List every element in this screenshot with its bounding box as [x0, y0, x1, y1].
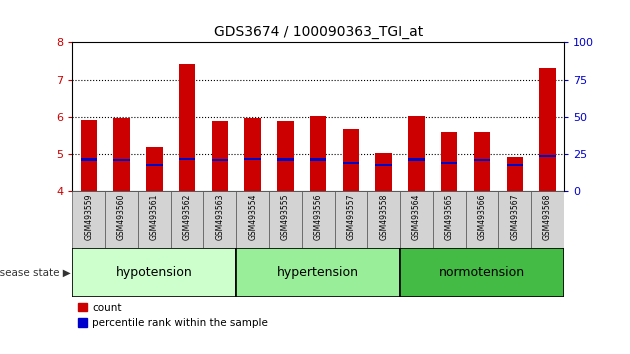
Bar [179, 158, 195, 160]
Bar [72, 248, 236, 297]
Bar [310, 116, 326, 191]
Text: GSM493561: GSM493561 [150, 194, 159, 240]
Bar [113, 118, 130, 191]
Bar [269, 191, 302, 248]
Bar [277, 159, 294, 161]
Bar [507, 164, 523, 166]
Legend: count, percentile rank within the sample: count, percentile rank within the sample [77, 303, 268, 328]
Bar [244, 158, 261, 160]
Bar [367, 191, 400, 248]
Text: hypotension: hypotension [116, 266, 193, 279]
Bar [507, 156, 523, 191]
Bar [433, 191, 466, 248]
Text: GSM493566: GSM493566 [478, 194, 486, 240]
Bar [498, 191, 531, 248]
Bar [466, 191, 498, 248]
Text: hypertension: hypertension [277, 266, 359, 279]
Bar [441, 162, 457, 164]
Bar [146, 164, 163, 166]
Text: GSM493555: GSM493555 [281, 194, 290, 240]
Bar [212, 159, 228, 161]
Bar [400, 248, 564, 297]
Bar [408, 159, 425, 161]
Text: GSM493554: GSM493554 [248, 194, 257, 240]
Bar [244, 118, 261, 191]
Bar [179, 64, 195, 191]
Title: GDS3674 / 100090363_TGI_at: GDS3674 / 100090363_TGI_at [214, 25, 423, 39]
Bar [203, 191, 236, 248]
Bar [531, 191, 564, 248]
Bar [236, 248, 400, 297]
Bar [113, 159, 130, 161]
Bar [343, 129, 359, 191]
Bar [474, 159, 490, 161]
Bar [539, 155, 556, 157]
Bar [375, 153, 392, 191]
Bar [212, 121, 228, 191]
Bar [81, 159, 97, 161]
Bar [441, 132, 457, 191]
Bar [72, 191, 105, 248]
Text: GSM493568: GSM493568 [543, 194, 552, 240]
Bar [146, 147, 163, 191]
Bar [343, 162, 359, 164]
Bar [539, 69, 556, 191]
Text: GSM493556: GSM493556 [314, 194, 323, 240]
Bar [400, 191, 433, 248]
Text: GSM493567: GSM493567 [510, 194, 519, 240]
Text: GSM493565: GSM493565 [445, 194, 454, 240]
Bar [171, 191, 203, 248]
Text: GSM493558: GSM493558 [379, 194, 388, 240]
Bar [105, 191, 138, 248]
Text: disease state ▶: disease state ▶ [0, 268, 71, 278]
Bar [375, 164, 392, 166]
Text: GSM493563: GSM493563 [215, 194, 224, 240]
Bar [81, 120, 97, 191]
Text: GSM493562: GSM493562 [183, 194, 192, 240]
Bar [474, 132, 490, 191]
Bar [408, 116, 425, 191]
Bar [236, 191, 269, 248]
Text: GSM493564: GSM493564 [412, 194, 421, 240]
Text: GSM493560: GSM493560 [117, 194, 126, 240]
Bar [138, 191, 171, 248]
Bar [302, 191, 335, 248]
Text: GSM493559: GSM493559 [84, 194, 93, 240]
Text: normotension: normotension [439, 266, 525, 279]
Bar [335, 191, 367, 248]
Bar [277, 120, 294, 191]
Bar [310, 159, 326, 161]
Text: GSM493557: GSM493557 [346, 194, 355, 240]
